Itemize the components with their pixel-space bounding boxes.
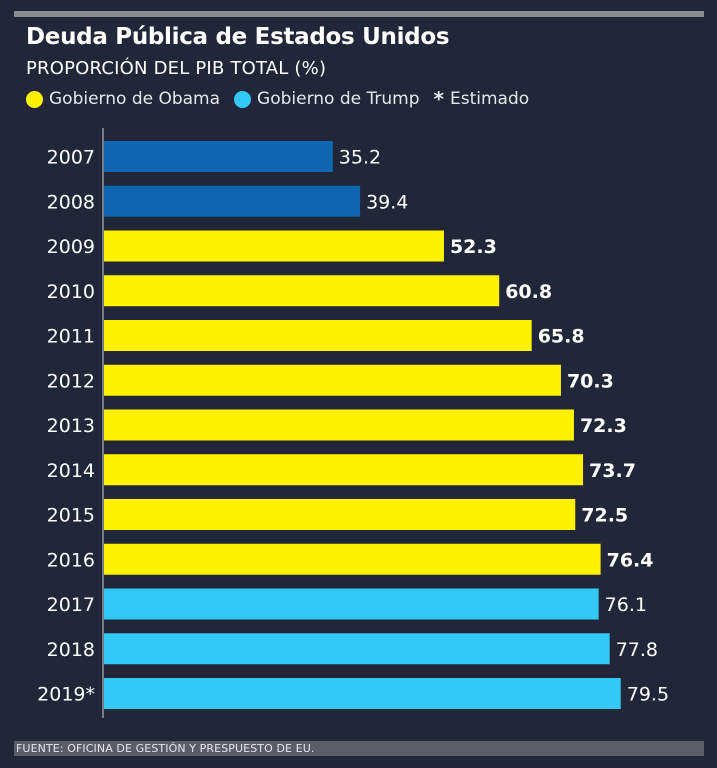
tick-label-2018: 2018 bbox=[47, 639, 95, 661]
legend-label-estimate: Estimado bbox=[450, 89, 530, 109]
tick-label-2007: 2007 bbox=[47, 147, 95, 169]
data-label-2010: 60.8 bbox=[505, 281, 552, 303]
tick-label-2008: 2008 bbox=[47, 191, 95, 213]
tick-label-2010: 2010 bbox=[47, 281, 95, 303]
legend-item-obama: Gobierno de Obama bbox=[26, 89, 220, 109]
legend: Gobierno de Obama Gobierno de Trump * Es… bbox=[26, 86, 543, 112]
tick-label-2014: 2014 bbox=[47, 460, 95, 482]
data-label-2014: 73.7 bbox=[589, 460, 636, 482]
asterisk-icon: * bbox=[433, 87, 444, 111]
chart-subtitle: PROPORCIÓN DEL PIB TOTAL (%) bbox=[26, 58, 327, 79]
data-label-2018: 77.8 bbox=[616, 639, 658, 661]
legend-item-estimate: * Estimado bbox=[434, 89, 530, 109]
bar-2012 bbox=[104, 364, 561, 396]
tick-label-2016: 2016 bbox=[47, 549, 95, 571]
top-rule bbox=[14, 11, 704, 17]
bar-2014 bbox=[104, 454, 584, 486]
bar-2007 bbox=[104, 141, 333, 172]
data-label-2019: 79.5 bbox=[627, 684, 669, 706]
bar-2017 bbox=[104, 588, 599, 620]
bar-2009 bbox=[104, 230, 444, 262]
data-label-2009: 52.3 bbox=[450, 236, 497, 258]
tick-label-2012: 2012 bbox=[47, 370, 95, 392]
data-label-2016: 76.4 bbox=[607, 549, 654, 571]
bar-2008 bbox=[104, 185, 361, 217]
bar-2018 bbox=[104, 633, 610, 665]
tick-label-2015: 2015 bbox=[47, 505, 95, 527]
tick-label-2009: 2009 bbox=[47, 236, 95, 258]
data-label-2015: 72.5 bbox=[581, 505, 628, 527]
bar-2016 bbox=[104, 543, 601, 575]
bar-2010 bbox=[104, 275, 500, 307]
data-label-2008: 39.4 bbox=[366, 191, 408, 213]
data-label-2012: 70.3 bbox=[567, 370, 614, 392]
data-label-2007: 35.2 bbox=[339, 147, 381, 169]
data-label-2013: 72.3 bbox=[580, 415, 627, 437]
source-note: FUENTE: OFICINA DE GESTIÓN Y PRESPUESTO … bbox=[16, 742, 315, 755]
bar-2019 bbox=[104, 678, 621, 709]
bar-2015 bbox=[104, 499, 576, 530]
chart-title: Deuda Pública de Estados Unidos bbox=[26, 24, 450, 50]
data-label-2011: 65.8 bbox=[538, 326, 585, 348]
tick-label-2013: 2013 bbox=[47, 415, 95, 437]
bar-2011 bbox=[104, 320, 532, 351]
bar-2013 bbox=[104, 409, 574, 441]
data-label-2017: 76.1 bbox=[605, 594, 647, 616]
legend-label-trump: Gobierno de Trump bbox=[257, 89, 420, 109]
legend-item-trump: Gobierno de Trump bbox=[234, 89, 420, 109]
tick-label-2019: 2019* bbox=[37, 684, 95, 706]
legend-dot-trump bbox=[234, 90, 252, 108]
legend-label-obama: Gobierno de Obama bbox=[49, 89, 221, 109]
footer-bar bbox=[14, 741, 704, 756]
tick-label-2017: 2017 bbox=[47, 594, 95, 616]
legend-dot-obama bbox=[26, 90, 43, 108]
tick-label-2011: 2011 bbox=[47, 326, 95, 348]
